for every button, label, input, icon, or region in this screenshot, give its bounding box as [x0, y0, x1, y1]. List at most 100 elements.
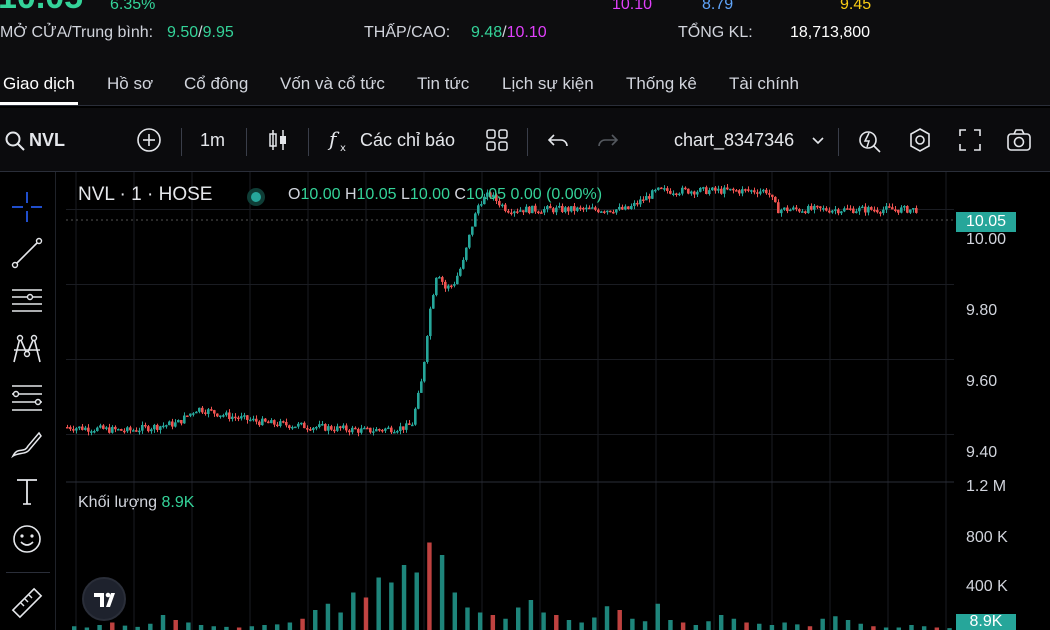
chart-symbol-legend[interactable]: NVL · 1 · HOSE — [78, 184, 212, 206]
change-percent: 6.35% — [110, 0, 156, 13]
volume-bar — [883, 627, 889, 630]
indicators-button[interactable]: Các chỉ báo — [360, 130, 456, 150]
volume-legend[interactable]: Khối lượng 8.9K — [78, 494, 195, 511]
ruler-icon[interactable] — [10, 586, 44, 620]
candle — [501, 204, 504, 207]
tab-statistics[interactable]: Thống kê — [626, 74, 697, 93]
tab-trading[interactable]: Giao dịch — [3, 74, 75, 93]
candle — [429, 308, 432, 337]
tab-profile[interactable]: Hồ sơ — [107, 74, 154, 93]
forecast-icon[interactable] — [10, 380, 44, 414]
volume-bar — [465, 607, 470, 630]
candle — [153, 424, 156, 430]
candle — [150, 429, 153, 432]
candle — [669, 190, 672, 194]
price-tick: 9.40 — [966, 444, 998, 461]
volume-bar — [807, 626, 813, 630]
trend-line-icon[interactable] — [10, 236, 44, 270]
interval-button[interactable]: 1m — [200, 130, 226, 150]
candle — [216, 413, 219, 417]
symbol-search[interactable]: NVL — [29, 130, 65, 150]
candle — [852, 208, 855, 214]
candle — [147, 426, 150, 432]
quick-search-icon[interactable] — [856, 126, 884, 154]
text-tool-icon[interactable] — [10, 474, 44, 508]
candle — [504, 204, 507, 211]
candle-style-icon[interactable] — [264, 126, 292, 154]
candle — [741, 189, 744, 194]
camera-icon[interactable] — [1005, 126, 1033, 154]
tab-financials[interactable]: Tài chính — [729, 74, 799, 93]
candle — [522, 210, 525, 213]
redo-icon[interactable] — [594, 126, 622, 154]
price-chart[interactable] — [66, 172, 1050, 630]
chevron-down-icon[interactable] — [810, 132, 826, 148]
candle — [117, 429, 120, 431]
candle — [648, 196, 651, 199]
candle — [384, 428, 387, 431]
candle — [612, 211, 615, 214]
brush-icon[interactable] — [10, 428, 44, 462]
candle — [318, 424, 321, 427]
candle — [834, 209, 837, 211]
candle — [801, 211, 804, 213]
indicators-icon[interactable]: f x — [326, 126, 354, 154]
tab-capital-dividends[interactable]: Vốn và cổ tức — [280, 74, 385, 93]
candle — [363, 427, 366, 430]
templates-icon[interactable] — [483, 126, 511, 154]
volume-bar — [84, 627, 90, 630]
candle — [123, 430, 126, 433]
candle — [66, 427, 69, 429]
candle — [621, 206, 624, 210]
candle — [297, 423, 300, 427]
candle — [789, 209, 792, 212]
tradingview-logo[interactable] — [82, 577, 126, 621]
toolbar-divider — [246, 128, 247, 156]
volume-bar — [376, 577, 381, 630]
candle — [264, 418, 267, 422]
candle — [546, 206, 549, 210]
candle — [84, 427, 87, 430]
candle — [300, 422, 303, 425]
candle — [618, 206, 621, 210]
tab-events[interactable]: Lịch sự kiện — [502, 74, 594, 93]
open-avg-values: 9.50/9.95 — [167, 24, 234, 41]
fullscreen-icon[interactable] — [956, 126, 984, 154]
candle — [249, 419, 252, 422]
undo-icon[interactable] — [544, 126, 572, 154]
candle — [432, 295, 435, 309]
candle — [270, 420, 273, 424]
volume-bar — [516, 607, 521, 630]
candle — [321, 424, 324, 426]
candle — [525, 206, 528, 213]
candle — [558, 205, 561, 208]
tab-shareholders[interactable]: Cổ đông — [184, 74, 249, 93]
high-value: 10.05 — [356, 186, 397, 203]
candle — [333, 429, 336, 432]
candle — [393, 431, 396, 434]
search-icon[interactable] — [4, 130, 26, 152]
volume-bar — [744, 622, 749, 630]
volume-value: 8.9K — [161, 494, 195, 511]
candle — [543, 209, 546, 213]
candle — [594, 207, 597, 210]
candle — [792, 207, 795, 210]
emoji-icon[interactable] — [10, 522, 44, 556]
tradingview-logo-icon — [94, 592, 115, 607]
candle — [438, 277, 441, 279]
tab-news[interactable]: Tin tức — [417, 74, 470, 93]
crosshair-icon[interactable] — [10, 190, 44, 224]
volume-tick: 1.2 M — [966, 478, 1007, 495]
volume-bar — [541, 612, 546, 630]
ceiling-price: 10.10 — [612, 0, 653, 13]
candle — [369, 427, 372, 433]
pattern-icon[interactable] — [10, 332, 44, 366]
candle — [774, 196, 777, 203]
settings-icon[interactable] — [906, 126, 934, 154]
layout-name[interactable]: chart_8347346 — [674, 130, 795, 150]
horizontal-lines-icon[interactable] — [10, 284, 44, 318]
candle — [225, 412, 228, 416]
add-symbol-icon[interactable] — [135, 126, 163, 154]
candle — [555, 207, 558, 213]
candle — [186, 415, 189, 418]
